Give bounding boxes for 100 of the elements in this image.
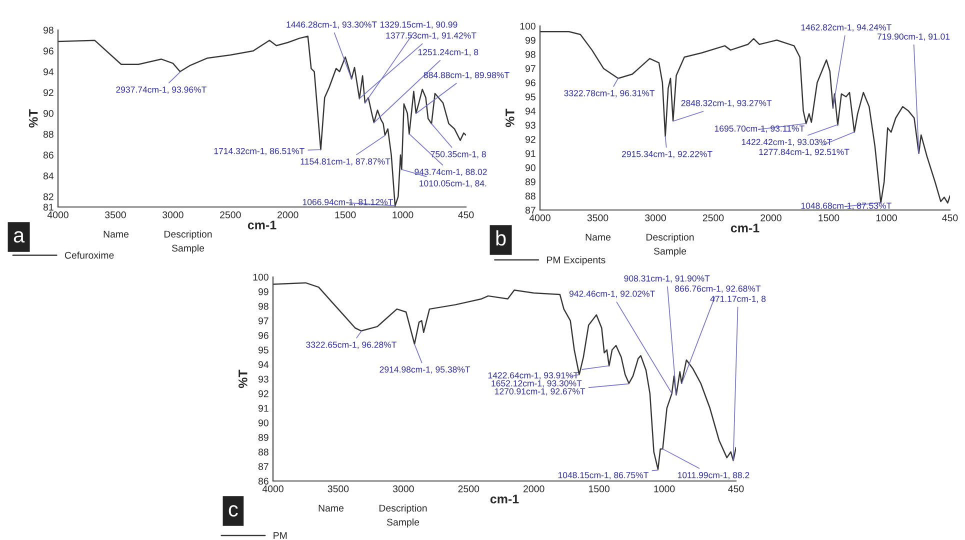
y-tick-label: 91 <box>258 404 268 412</box>
x-tick-label: 2000 <box>524 485 544 492</box>
y-tick-label: 90 <box>525 164 536 172</box>
y-axis-title: %T <box>238 370 248 388</box>
annotation: 1462.82cm-1, 94.24%T <box>801 24 892 32</box>
y-axis-title: %T <box>506 108 514 128</box>
annotation: 1422.64cm-1, 93.91%T <box>488 372 578 380</box>
y-tick-label: 87 <box>258 463 268 470</box>
text: Name <box>104 230 129 238</box>
annotation: 908.31cm-1, 91.90%T <box>624 275 710 283</box>
x-tick-label: 1000 <box>654 485 675 492</box>
x-tick-label: 1500 <box>588 485 610 492</box>
annotation: 1154.81cm-1, 87.87%T <box>300 158 390 166</box>
y-tick-label: 94 <box>525 108 536 115</box>
x-tick-label: 2500 <box>702 214 724 222</box>
y-tick-label: 86 <box>258 478 268 485</box>
y-tick-label: 96 <box>525 79 536 86</box>
text: Sample <box>654 247 686 257</box>
x-tick-label: 3000 <box>645 214 666 222</box>
y-tick-label: 82 <box>43 193 54 200</box>
y-tick-label: 90 <box>258 419 268 426</box>
annotation: 2937.74cm-1, 93.96%T <box>116 86 206 94</box>
x-tick-label: 2000 <box>760 214 782 222</box>
annotation: 1277.84cm-1, 92.51%T <box>759 148 850 156</box>
x-tick-label: 1000 <box>876 214 897 222</box>
x-tick-label: 1000 <box>392 211 414 218</box>
x-tick-label: 3500 <box>587 214 608 222</box>
annotation: 3322.65cm-1, 96.28%T <box>306 342 397 349</box>
line-series <box>540 31 950 204</box>
y-tick-label: 100 <box>520 22 536 30</box>
text: c <box>228 505 238 517</box>
y-tick-label: 92 <box>525 136 536 143</box>
text: b <box>496 230 506 246</box>
x-tick-label: 450 <box>458 211 474 218</box>
annotation: 1652.12cm-1, 93.30%T <box>492 380 582 388</box>
x-tick-label: 2500 <box>458 485 480 492</box>
y-tick-label: 81 <box>43 204 54 211</box>
y-tick-label: 100 <box>253 274 268 281</box>
annotation: 866.76cm-1, 92.68%T <box>675 286 761 293</box>
y-tick-label: 98 <box>525 51 536 58</box>
x-tick-label: 1500 <box>335 211 356 218</box>
x-tick-label: 4000 <box>262 485 284 492</box>
annotation: 1446.28cm-1, 93.30%T <box>286 21 377 29</box>
annotation: 1422.42cm-1, 93.03%T <box>742 138 832 146</box>
y-tick-label: 88 <box>258 448 268 456</box>
y-tick-label: 96 <box>258 332 268 339</box>
x-tick-label: 4000 <box>47 211 68 218</box>
y-tick-label: 84 <box>43 172 54 180</box>
y-tick-label: 96 <box>43 48 54 54</box>
text: Name <box>586 234 611 241</box>
annotation: 1714.32cm-1, 86.51%T <box>214 148 304 156</box>
text: Description <box>379 504 427 514</box>
x-tick-label: 2500 <box>220 211 241 218</box>
y-axis-title: %T <box>28 109 38 128</box>
y-tick-label: 99 <box>258 288 268 296</box>
y-tick-label: 97 <box>525 65 536 72</box>
text: Description <box>164 230 212 240</box>
y-tick-label: 94 <box>258 361 269 368</box>
text: Description <box>646 233 694 243</box>
annotation: 1270.91cm-1, 92.67%T <box>495 388 586 396</box>
y-tick-label: 93 <box>258 376 268 383</box>
annotation: 943.74cm-1, 88.02 <box>414 168 487 176</box>
y-tick-label: 91 <box>525 150 536 158</box>
x-tick-label: 450 <box>942 214 958 222</box>
y-tick-label: 88 <box>43 130 54 138</box>
y-tick-label: 90 <box>43 110 54 117</box>
annotation: 1048.68cm-1, 87.53%T <box>801 202 892 210</box>
text: a <box>14 231 25 243</box>
x-tick-label: 1500 <box>818 214 840 222</box>
annotation: 942.46cm-1, 92.02%T <box>569 290 655 298</box>
x-tick-label: 450 <box>728 485 744 492</box>
x-axis-title: cm-1 <box>730 224 760 232</box>
x-tick-label: 3000 <box>162 211 184 218</box>
y-tick-label: 95 <box>258 346 268 354</box>
y-tick-label: 89 <box>258 434 268 441</box>
annotation: 2848.32cm-1, 93.27%T <box>681 100 772 108</box>
x-axis-title: cm-1 <box>490 494 519 504</box>
y-tick-label: 87 <box>525 206 536 214</box>
y-tick-label: 95 <box>525 94 536 100</box>
x-tick-label: 3500 <box>328 485 349 492</box>
y-tick-label: 92 <box>43 89 54 96</box>
text: Sample <box>172 244 204 254</box>
annotation: 1695.70cm-1, 93.11%T <box>714 125 804 133</box>
y-tick-label: 88 <box>525 192 536 200</box>
annotation: 3322.78cm-1, 96.31%T <box>564 90 655 98</box>
y-tick-label: 93 <box>525 122 536 129</box>
y-tick-label: 89 <box>525 178 536 186</box>
annotation: 750.35cm-1, 8 <box>430 151 486 158</box>
annotation: 2914.98cm-1, 95.38%T <box>380 366 470 374</box>
text: Sample <box>386 518 420 528</box>
y-tick-label: 92 <box>258 390 268 398</box>
annotation: 1066.94cm-1, 81.12%T <box>302 198 394 206</box>
y-tick-label: 86 <box>43 152 54 159</box>
annotation: 1329.15cm-1, 90.99 <box>380 21 458 29</box>
x-axis-title: cm-1 <box>248 220 276 230</box>
text: Name <box>318 504 344 512</box>
annotation: 1251.24cm-1, 8 <box>418 49 478 56</box>
legend-label: PM Excipents <box>547 256 606 266</box>
legend-label: Cefuroxime <box>64 252 114 259</box>
annotation: 1011.99cm-1, 88.2 <box>678 472 750 480</box>
